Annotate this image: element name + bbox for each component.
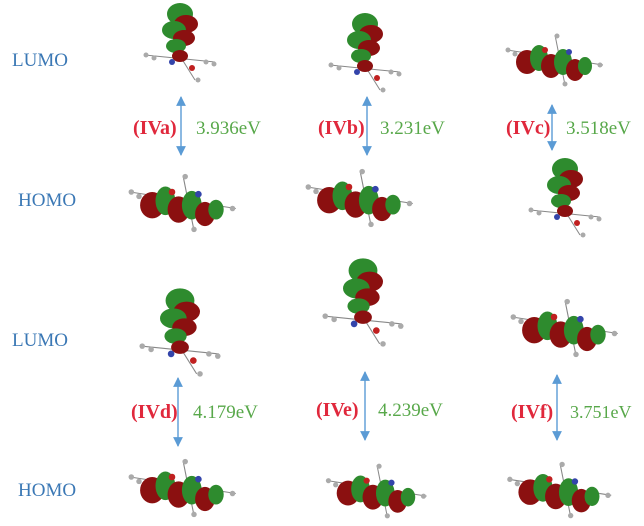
orbital: [529, 158, 602, 238]
orbital: [306, 169, 413, 227]
orbital: [129, 459, 236, 517]
energy-gap: 3.936eV: [196, 118, 261, 139]
compound-label: (IVb): [318, 117, 365, 139]
orbital: [506, 34, 604, 87]
compound-label: (IVf): [511, 401, 553, 423]
energy-gap: 3.518eV: [566, 118, 631, 139]
orbital: [144, 3, 217, 83]
homo-label: HOMO: [18, 190, 76, 211]
compound-label: (IVa): [133, 117, 177, 139]
homo-label: HOMO: [18, 480, 76, 501]
compound-label: (IVe): [316, 399, 359, 421]
energy-gap: 3.751eV: [570, 402, 632, 422]
compound-label: (IVd): [131, 401, 178, 423]
orbital: [129, 174, 236, 232]
energy-gap: 4.239eV: [378, 400, 443, 421]
orbital: [139, 288, 220, 376]
lumo-label: LUMO: [12, 330, 68, 351]
figure: LUMO HOMO (IVa) 3.936eV (IVb) 3.231eV (I…: [0, 0, 644, 526]
lumo-label: LUMO: [12, 50, 68, 71]
compound-label: (IVc): [506, 117, 550, 139]
energy-gap: 4.179eV: [193, 402, 258, 423]
energy-gap: 3.231eV: [380, 118, 445, 139]
orbital: [326, 464, 427, 519]
orbital: [511, 299, 618, 357]
orbital: [507, 462, 611, 519]
orbital: [322, 258, 403, 346]
orbital: [329, 13, 402, 93]
